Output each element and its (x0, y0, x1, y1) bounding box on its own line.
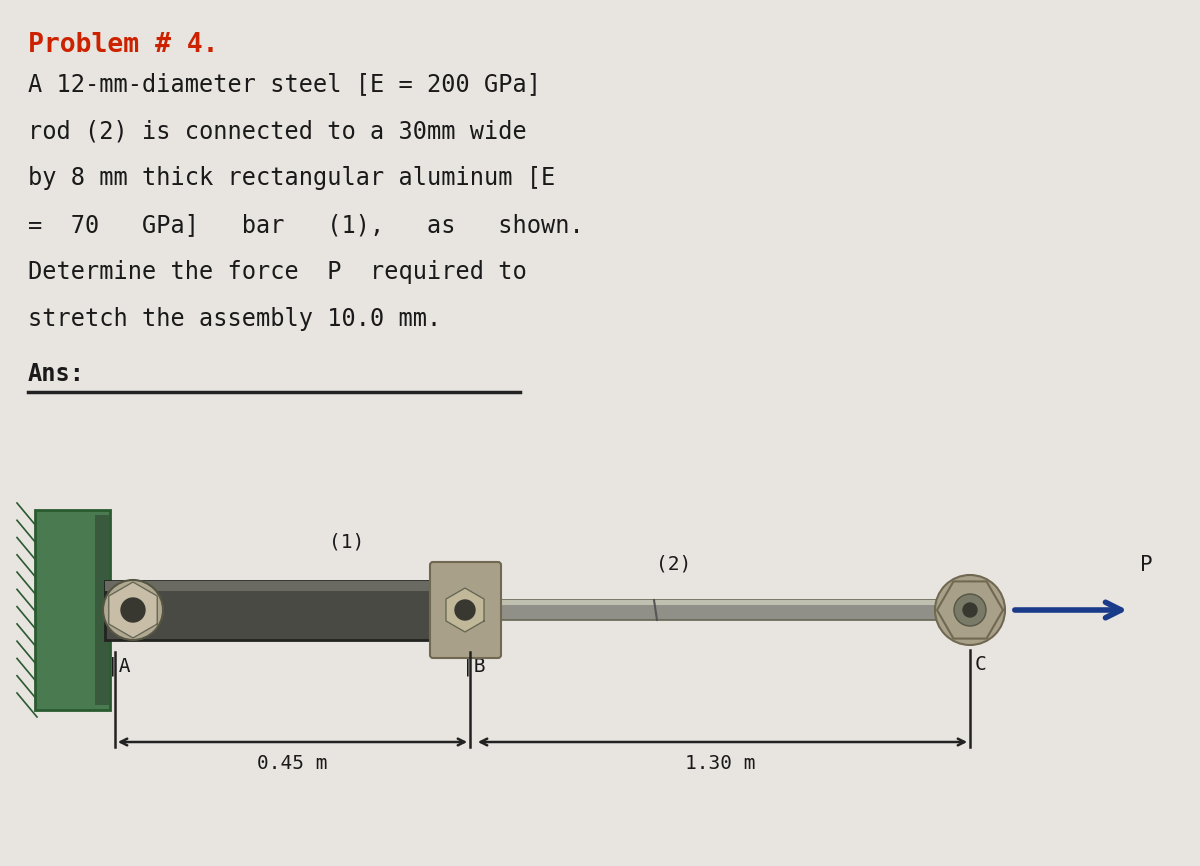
Polygon shape (446, 588, 484, 632)
Circle shape (954, 594, 986, 626)
Polygon shape (109, 582, 157, 638)
Bar (106, 581, 500, 640)
Text: rod (2) is connected to a 30mm wide: rod (2) is connected to a 30mm wide (28, 119, 527, 143)
Polygon shape (937, 581, 1003, 638)
Polygon shape (450, 581, 500, 639)
Bar (95, 515, 109, 705)
Circle shape (103, 580, 163, 640)
Text: Determine the force  P  required to: Determine the force P required to (28, 260, 527, 284)
FancyBboxPatch shape (430, 562, 502, 658)
Circle shape (455, 600, 475, 620)
Text: |A: |A (107, 657, 131, 676)
Circle shape (121, 598, 145, 622)
Bar (106, 581, 500, 591)
Bar (498, 600, 970, 605)
Text: (1): (1) (329, 532, 365, 551)
Text: =  70   GPa]   bar   (1),   as   shown.: = 70 GPa] bar (1), as shown. (28, 213, 583, 237)
Text: P: P (1140, 555, 1153, 575)
Text: A 12-mm-diameter steel [E = 200 GPa]: A 12-mm-diameter steel [E = 200 GPa] (28, 72, 541, 96)
Text: stretch the assembly 10.0 mm.: stretch the assembly 10.0 mm. (28, 307, 442, 331)
Text: Ans:: Ans: (28, 362, 85, 386)
Text: Problem # 4.: Problem # 4. (28, 32, 218, 58)
Text: by 8 mm thick rectangular aluminum [E: by 8 mm thick rectangular aluminum [E (28, 166, 556, 190)
Text: 0.45 m: 0.45 m (257, 754, 328, 773)
Circle shape (935, 575, 1006, 645)
Text: (2): (2) (656, 555, 691, 574)
Bar (498, 600, 970, 620)
Circle shape (964, 603, 977, 617)
Text: |B: |B (462, 657, 486, 676)
Bar (35, 510, 110, 710)
Text: 1.30 m: 1.30 m (685, 754, 755, 773)
Text: C: C (974, 655, 986, 674)
